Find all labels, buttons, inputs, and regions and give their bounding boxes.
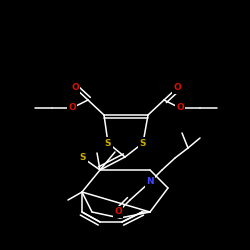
Text: O: O xyxy=(173,84,181,92)
Text: S: S xyxy=(105,138,111,147)
Text: O: O xyxy=(176,104,184,112)
Text: S: S xyxy=(80,154,86,162)
Text: O: O xyxy=(114,208,122,216)
Text: O: O xyxy=(71,84,79,92)
Text: S: S xyxy=(140,138,146,147)
Text: N: N xyxy=(146,178,154,186)
Text: O: O xyxy=(68,104,76,112)
